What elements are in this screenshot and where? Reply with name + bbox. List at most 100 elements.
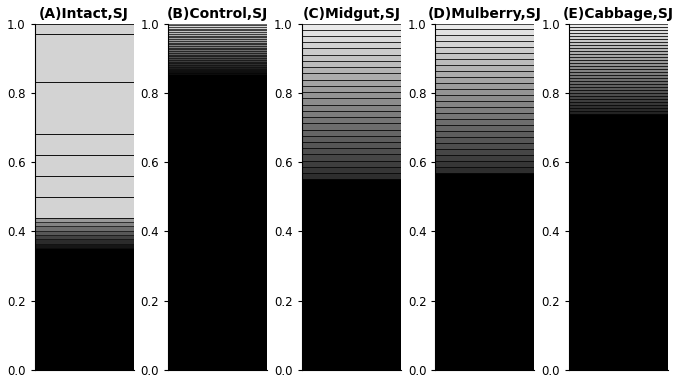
- Bar: [168, 53, 267, 55]
- Bar: [435, 131, 535, 137]
- Bar: [435, 35, 535, 41]
- Bar: [168, 74, 267, 75]
- Bar: [569, 87, 668, 90]
- Bar: [302, 67, 401, 74]
- Bar: [168, 36, 267, 37]
- Bar: [569, 72, 668, 75]
- Bar: [168, 64, 267, 65]
- Bar: [435, 71, 535, 77]
- Bar: [435, 83, 535, 89]
- Bar: [435, 167, 535, 172]
- Bar: [34, 82, 134, 134]
- Bar: [302, 167, 401, 173]
- Bar: [302, 136, 401, 142]
- Bar: [168, 37, 267, 39]
- Bar: [569, 32, 668, 35]
- Bar: [168, 44, 267, 46]
- Bar: [435, 47, 535, 53]
- Bar: [168, 62, 267, 64]
- Title: (E)Cabbage,SJ: (E)Cabbage,SJ: [563, 7, 674, 21]
- Bar: [435, 65, 535, 71]
- Bar: [435, 101, 535, 107]
- Bar: [168, 58, 267, 60]
- Bar: [569, 95, 668, 99]
- Bar: [435, 172, 535, 370]
- Bar: [569, 60, 668, 62]
- Bar: [34, 222, 134, 226]
- Bar: [302, 80, 401, 86]
- Bar: [435, 161, 535, 167]
- Bar: [34, 248, 134, 252]
- Bar: [168, 39, 267, 41]
- Bar: [168, 60, 267, 62]
- Bar: [435, 59, 535, 65]
- Bar: [34, 239, 134, 244]
- Bar: [435, 149, 535, 155]
- Bar: [569, 57, 668, 60]
- Bar: [168, 65, 267, 67]
- Bar: [569, 35, 668, 39]
- Bar: [168, 32, 267, 34]
- Bar: [302, 55, 401, 61]
- Bar: [435, 77, 535, 83]
- Bar: [569, 80, 668, 84]
- Bar: [435, 125, 535, 131]
- Bar: [435, 30, 535, 35]
- Bar: [302, 105, 401, 111]
- Bar: [168, 34, 267, 36]
- Bar: [302, 173, 401, 179]
- Title: (C)Midgut,SJ: (C)Midgut,SJ: [302, 7, 400, 21]
- Bar: [569, 107, 668, 110]
- Bar: [34, 226, 134, 231]
- Bar: [168, 27, 267, 29]
- Bar: [34, 252, 134, 370]
- Bar: [302, 111, 401, 117]
- Bar: [435, 53, 535, 59]
- Bar: [168, 41, 267, 43]
- Title: (B)Control,SJ: (B)Control,SJ: [167, 7, 269, 21]
- Bar: [435, 119, 535, 125]
- Bar: [569, 77, 668, 80]
- Bar: [302, 148, 401, 154]
- Title: (D)Mulberry,SJ: (D)Mulberry,SJ: [428, 7, 542, 21]
- Bar: [569, 105, 668, 107]
- Bar: [569, 42, 668, 45]
- Bar: [168, 69, 267, 70]
- Bar: [569, 27, 668, 30]
- Bar: [302, 117, 401, 123]
- Bar: [569, 84, 668, 87]
- Bar: [302, 154, 401, 161]
- Bar: [34, 218, 134, 222]
- Bar: [168, 29, 267, 30]
- Bar: [168, 51, 267, 53]
- Bar: [302, 161, 401, 167]
- Bar: [302, 42, 401, 49]
- Bar: [168, 70, 267, 72]
- Bar: [569, 23, 668, 27]
- Bar: [569, 114, 668, 370]
- Bar: [302, 92, 401, 98]
- Bar: [34, 235, 134, 239]
- Bar: [34, 244, 134, 248]
- Bar: [168, 48, 267, 50]
- Bar: [302, 30, 401, 36]
- Bar: [168, 72, 267, 74]
- Bar: [435, 113, 535, 119]
- Bar: [168, 50, 267, 51]
- Bar: [168, 43, 267, 44]
- Bar: [435, 155, 535, 161]
- Bar: [569, 65, 668, 69]
- Bar: [569, 50, 668, 54]
- Bar: [569, 47, 668, 50]
- Bar: [569, 102, 668, 105]
- Bar: [435, 89, 535, 95]
- Bar: [302, 98, 401, 105]
- Bar: [302, 36, 401, 42]
- Bar: [34, 176, 134, 197]
- Bar: [302, 74, 401, 80]
- Bar: [435, 95, 535, 101]
- Bar: [569, 75, 668, 77]
- Bar: [34, 197, 134, 218]
- Bar: [569, 54, 668, 57]
- Bar: [302, 86, 401, 92]
